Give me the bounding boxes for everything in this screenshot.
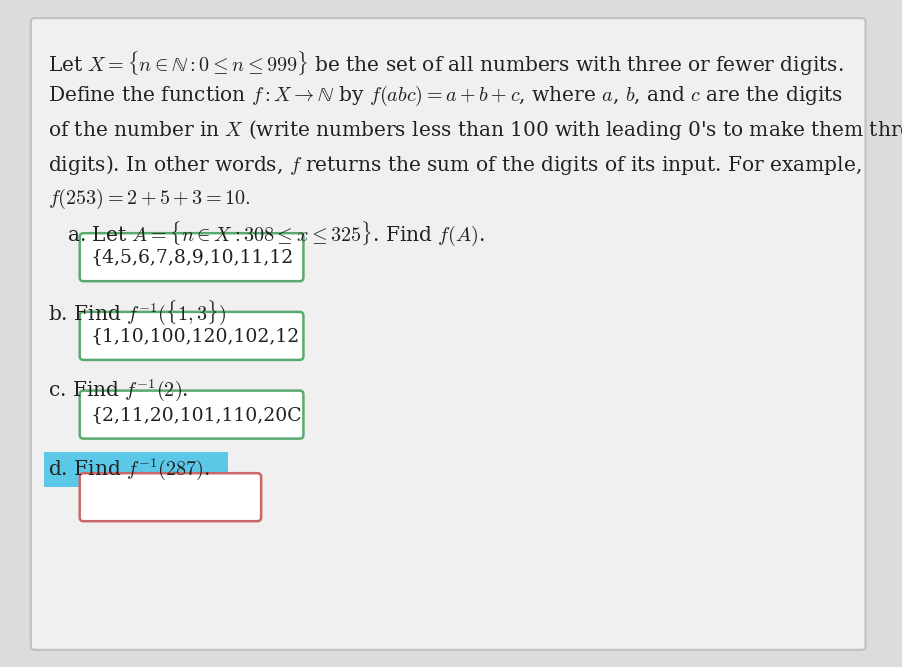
Text: of the number in $X$ (write numbers less than 100 with leading 0's to make them : of the number in $X$ (write numbers less…: [48, 118, 902, 142]
Text: b. Find $f^{-1}(\{1, 3\})$: b. Find $f^{-1}(\{1, 3\})$: [48, 298, 226, 327]
Text: d. Find $f^{-1}(287)$.: d. Find $f^{-1}(287)$.: [48, 456, 210, 482]
FancyBboxPatch shape: [79, 233, 303, 281]
Text: Define the function $f : X \rightarrow \mathbb{N}$ by $f(abc) = a + b + c$, wher: Define the function $f : X \rightarrow \…: [48, 83, 842, 107]
Text: $f(253) = 2 + 5 + 3 = 10.$: $f(253) = 2 + 5 + 3 = 10.$: [48, 187, 251, 211]
Text: Let $X = \{n \in \mathbb{N} : 0 \leq n \leq 999\}$ be the set of all numbers wit: Let $X = \{n \in \mathbb{N} : 0 \leq n \…: [48, 49, 843, 77]
Text: a. Let $A = \{n \in X : 308 \leq x \leq 325\}$. Find $f(A)$.: a. Let $A = \{n \in X : 308 \leq x \leq …: [48, 219, 484, 248]
Text: {4,5,6,7,8,9,10,11,12: {4,5,6,7,8,9,10,11,12: [91, 248, 294, 266]
Text: c. Find $f^{-1}(2)$.: c. Find $f^{-1}(2)$.: [48, 377, 189, 403]
FancyBboxPatch shape: [79, 312, 303, 360]
FancyBboxPatch shape: [31, 18, 866, 650]
Text: {1,10,100,120,102,12: {1,10,100,120,102,12: [91, 327, 300, 345]
Text: digits). In other words, $f$ returns the sum of the digits of its input. For exa: digits). In other words, $f$ returns the…: [48, 153, 861, 177]
Text: {2,11,20,101,110,20C: {2,11,20,101,110,20C: [91, 406, 302, 424]
FancyBboxPatch shape: [44, 452, 228, 487]
FancyBboxPatch shape: [79, 473, 261, 521]
FancyBboxPatch shape: [79, 391, 303, 439]
